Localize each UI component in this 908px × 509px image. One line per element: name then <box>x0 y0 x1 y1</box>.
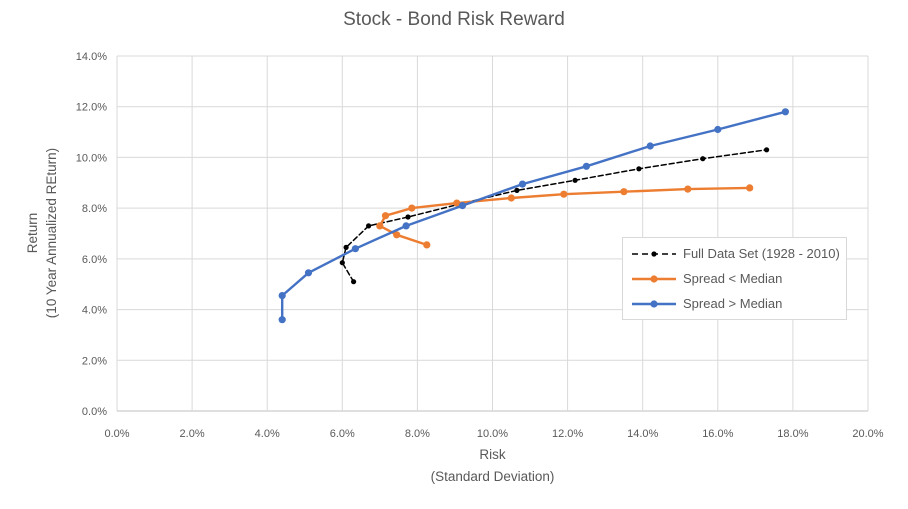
series-marker-spread-gt-median <box>458 202 467 210</box>
series-marker-full-data-set <box>366 223 372 229</box>
series-marker-spread-lt-median <box>507 194 515 202</box>
legend-swatch-svg <box>632 299 676 308</box>
series-marker-full-data-set <box>700 156 706 162</box>
x-tick-label: 20.0% <box>852 428 883 440</box>
x-tick-label: 0.0% <box>104 428 129 440</box>
series-marker-spread-lt-median <box>408 204 416 212</box>
legend-swatch-dashed-black-icon <box>632 248 676 260</box>
series-marker-spread-gt-median <box>402 222 410 230</box>
legend-item-spread-lt-median: Spread < Median <box>632 271 846 286</box>
series-marker-full-data-set <box>514 187 520 193</box>
x-axis-title-line1: Risk <box>479 447 506 462</box>
legend: Full Data Set (1928 - 2010) Spread < Med… <box>622 237 847 320</box>
y-axis-title-line1: Return <box>25 212 40 254</box>
series-marker-spread-lt-median <box>620 188 628 196</box>
legend-label: Spread < Median <box>683 271 783 286</box>
x-tick-label: 14.0% <box>627 428 658 440</box>
series-marker-full-data-set <box>343 244 349 250</box>
series-marker-spread-gt-median <box>518 180 527 188</box>
series-marker-spread-gt-median <box>582 162 591 170</box>
series-marker-spread-lt-median <box>684 185 692 193</box>
x-tick-label: 8.0% <box>405 428 430 440</box>
x-tick-label: 6.0% <box>330 428 355 440</box>
legend-label: Full Data Set (1928 - 2010) <box>683 246 840 261</box>
series-marker-spread-gt-median <box>646 142 654 150</box>
y-axis-title: Return (10 Year Annualized REturn) <box>23 53 63 413</box>
x-tick-label: 10.0% <box>477 428 508 440</box>
y-tick-label: 4.0% <box>82 305 107 317</box>
legend-item-spread-gt-median: Spread > Median <box>632 296 846 311</box>
x-tick-label: 12.0% <box>552 428 583 440</box>
x-tick-label: 4.0% <box>255 428 280 440</box>
series-marker-spread-lt-median <box>393 231 401 239</box>
series-marker-spread-gt-median <box>304 269 313 277</box>
x-tick-label: 18.0% <box>777 428 808 440</box>
series-marker-spread-lt-median <box>376 222 384 230</box>
legend-swatch-blue-line-icon <box>632 298 676 310</box>
series-marker-full-data-set <box>351 279 357 285</box>
chart-title: Stock - Bond Risk Reward <box>343 9 565 30</box>
series-marker-full-data-set <box>636 166 642 172</box>
legend-swatch-orange-line-icon <box>632 273 676 285</box>
series-marker-spread-lt-median <box>381 212 390 220</box>
legend-swatch-svg <box>632 274 676 283</box>
series-marker-spread-lt-median <box>423 241 431 249</box>
y-tick-label: 10.0% <box>76 152 107 164</box>
series-marker-full-data-set <box>405 214 411 220</box>
series-marker-spread-gt-median <box>714 125 722 134</box>
series-marker-spread-gt-median <box>278 316 286 324</box>
y-tick-label: 12.0% <box>76 102 107 114</box>
y-tick-label: 2.0% <box>82 355 107 367</box>
series-marker-spread-gt-median <box>781 108 790 116</box>
legend-label: Spread > Median <box>683 296 783 311</box>
x-tick-label: 2.0% <box>180 428 205 440</box>
y-tick-label: 6.0% <box>82 254 107 266</box>
legend-item-full-data-set: Full Data Set (1928 - 2010) <box>632 246 846 261</box>
series-marker-full-data-set <box>572 177 578 183</box>
series-marker-spread-lt-median <box>453 199 461 207</box>
legend-swatch-svg <box>632 250 676 257</box>
series-marker-spread-lt-median <box>746 184 754 192</box>
series-marker-full-data-set <box>764 147 770 153</box>
x-tick-label: 16.0% <box>702 428 733 440</box>
y-tick-label: 0.0% <box>82 406 107 418</box>
y-axis-title-line2: (10 Year Annualized REturn) <box>44 147 59 319</box>
y-tick-label: 8.0% <box>82 203 107 215</box>
x-axis-title: Risk (Standard Deviation) <box>117 444 868 488</box>
y-tick-label: 14.0% <box>76 51 107 63</box>
series-marker-full-data-set <box>339 260 345 266</box>
series-marker-spread-gt-median <box>351 245 359 253</box>
series-marker-spread-gt-median <box>278 292 286 300</box>
series-marker-spread-lt-median <box>560 190 568 198</box>
x-axis-title-line2: (Standard Deviation) <box>430 469 555 484</box>
